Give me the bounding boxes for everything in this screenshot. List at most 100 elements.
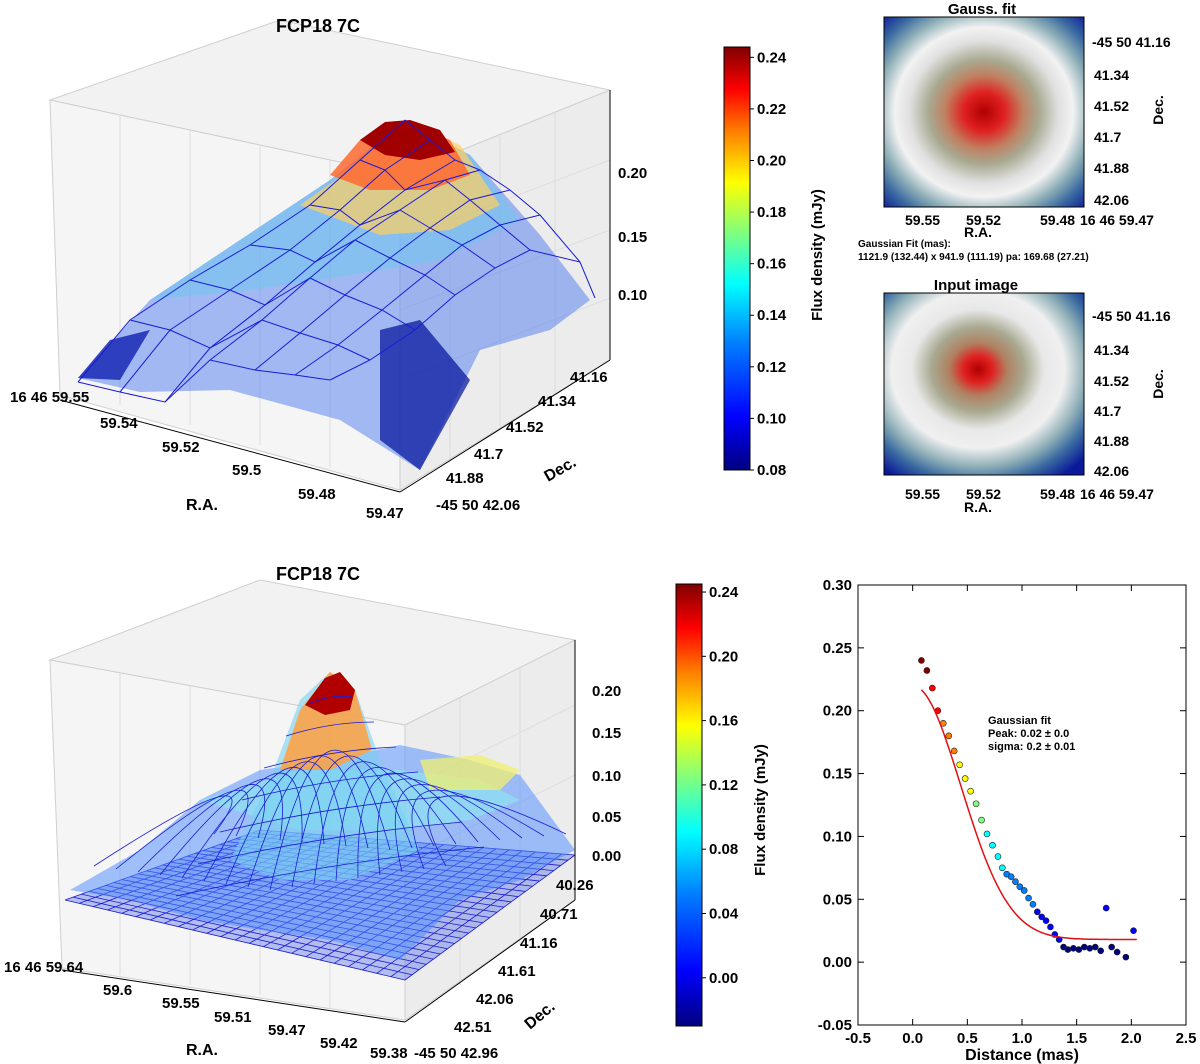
ra-tick-1: 16 46 59.55 (10, 389, 89, 406)
dec-tick-1: -45 50 42.06 (436, 497, 520, 514)
peak-mesh-line (377, 778, 501, 876)
gauss-ra-label: R.A. (964, 224, 992, 240)
colorbar-tick-label: 0.04 (709, 905, 739, 922)
b-dec-tick-5: 41.16 (520, 935, 558, 952)
colorbar-tick-label: 0.12 (757, 359, 786, 376)
b-ra-tick-6: 59.42 (320, 1035, 358, 1052)
ra-tick-6: 59.47 (366, 505, 404, 522)
colorbar-tick-label: 0.10 (757, 410, 786, 427)
peak-mesh-line (357, 772, 479, 879)
scatter-point (972, 800, 980, 808)
ra-tick-5: 59.48 (298, 486, 336, 503)
z-tick-2: 0.15 (618, 229, 647, 246)
colorbar-tick-label: 0.16 (709, 713, 738, 730)
input-image (883, 292, 1085, 476)
gauss-corner-tick: 16 46 59.47 (1080, 212, 1154, 228)
scatter-point (961, 775, 969, 782)
input-x-tick-1: 59.55 (905, 486, 940, 502)
b-z-tick-3: 0.10 (592, 768, 621, 785)
colorbar-tick-label: 0.20 (757, 152, 786, 169)
scatter-point (1130, 927, 1137, 935)
scatter-point (967, 787, 974, 795)
surface-bottom-title: FCP18 7C (276, 564, 360, 584)
scatter-point (923, 667, 931, 674)
scatter-point (1042, 917, 1050, 924)
peak-mesh-line (291, 755, 413, 888)
peak-mesh-line (247, 755, 369, 888)
scatter-point (918, 657, 925, 664)
scatter-point (1097, 947, 1105, 955)
dec-tick-3: 41.7 (474, 446, 503, 463)
b-dec-tick-3: 42.06 (476, 991, 514, 1008)
scatter-point (1047, 923, 1054, 931)
peak-mesh-line (203, 766, 325, 882)
peak-mesh-line (285, 721, 375, 737)
b-z-tick-1: 0.00 (592, 848, 621, 865)
scatter-y-tick-label: 0.10 (823, 828, 852, 845)
input-y-tick-1: -45 50 41.16 (1092, 308, 1171, 324)
colorbar-tick-label: 0.00 (709, 970, 738, 987)
gauss-y-tick-2: 41.34 (1094, 67, 1129, 83)
scatter-y-tick-label: 0.20 (823, 703, 852, 720)
scatter-point (999, 864, 1006, 872)
scatter-x-tick-label: 2.5 (1176, 1030, 1197, 1047)
scatter-point (929, 684, 936, 692)
input-y-tick-5: 41.88 (1094, 433, 1129, 449)
input-x-tick-2: 59.52 (966, 486, 1001, 502)
scatter-x-label: Distance (mas) (965, 1047, 1079, 1064)
dec-tick-6: 41.16 (570, 369, 608, 386)
input-x-tick-3: 59.48 (1040, 486, 1075, 502)
scatter-x-tick-label: -0.5 (845, 1030, 871, 1047)
gauss-fit-panel: Gauss. fit 59.55 59.52 59.48 16 46 59.47… (858, 1, 1171, 263)
input-ra-label: R.A. (964, 499, 992, 515)
dec-tick-4: 41.52 (506, 419, 544, 436)
z-tick-3: 0.20 (618, 165, 647, 182)
colorbar-top: 0.08 0.10 0.12 0.14 0.16 0.18 0.20 0.22 0.24 Flu… (723, 46, 826, 479)
scatter-point (1075, 946, 1083, 953)
colorbar-tick-label: 0.12 (709, 777, 738, 794)
gauss-x-tick-1: 59.55 (905, 212, 940, 228)
input-corner-tick: 16 46 59.47 (1080, 486, 1154, 502)
colorbar-tick-label: 0.16 (757, 256, 786, 273)
gauss-x-tick-3: 59.48 (1040, 212, 1075, 228)
peak-mesh-line (307, 695, 353, 705)
colorbar-tick-label: 0.24 (757, 49, 787, 66)
gauss-x-tick-2: 59.52 (966, 212, 1001, 228)
b-dec-axis-label: Dec. (522, 998, 559, 1033)
peak-mesh-line (181, 772, 303, 879)
radial-profile-plot: -0.5 0.0 0.5 1.0 1.5 2.0 2.5 -0.05 0.00 0.05 0.10 0… (818, 577, 1197, 1064)
scatter-point (1034, 908, 1041, 916)
peak-mesh-line (219, 796, 441, 833)
scatter-point (1102, 904, 1110, 912)
b-z-tick-5: 0.20 (592, 683, 621, 700)
surface-top-title: FCP18 7C (276, 16, 360, 36)
scatter-point (1012, 878, 1019, 885)
scatter-x-tick-label: 0.0 (902, 1030, 923, 1047)
gauss-y-tick-5: 41.88 (1094, 160, 1129, 176)
surface-plot-bottom: FCP18 7C 16 46 59.64 59.6 59.55 59.51 59… (4, 564, 621, 1062)
colorbar-bottom: 0.00 0.04 0.08 0.12 0.16 0.20 0.24 Flux densit… (675, 583, 769, 1027)
peak-mesh-line (175, 846, 485, 897)
peak-mesh-line (159, 778, 283, 876)
b-ra-axis-label: R.A. (186, 1042, 218, 1059)
scatter-y-tick-label: 0.25 (823, 640, 852, 657)
b-ra-tick-3: 59.55 (162, 995, 200, 1012)
b-z-tick-4: 0.15 (592, 725, 621, 742)
colorbar-tick-label: 0.14 (757, 307, 787, 324)
b-ra-tick-5: 59.47 (268, 1022, 306, 1039)
input-y-tick-2: 41.34 (1094, 342, 1129, 358)
gauss-dec-label: Dec. (1150, 95, 1166, 125)
b-ra-tick-4: 59.51 (214, 1009, 252, 1026)
colorbar-top-bar (723, 46, 751, 471)
b-dec-tick-1: -45 50 42.96 (414, 1045, 498, 1062)
scatter-point (1122, 953, 1130, 961)
mesh-line (390, 853, 563, 977)
gauss-y-tick-6: 42.06 (1094, 192, 1129, 208)
dec-tick-2: 41.88 (446, 470, 484, 487)
colorbar-tick-label: 0.20 (709, 648, 738, 665)
input-y-tick-6: 42.06 (1094, 463, 1129, 479)
scatter-point (1064, 946, 1072, 953)
colorbar-bottom-label: Flux density (mJy) (752, 744, 769, 876)
scatter-point (950, 747, 958, 755)
